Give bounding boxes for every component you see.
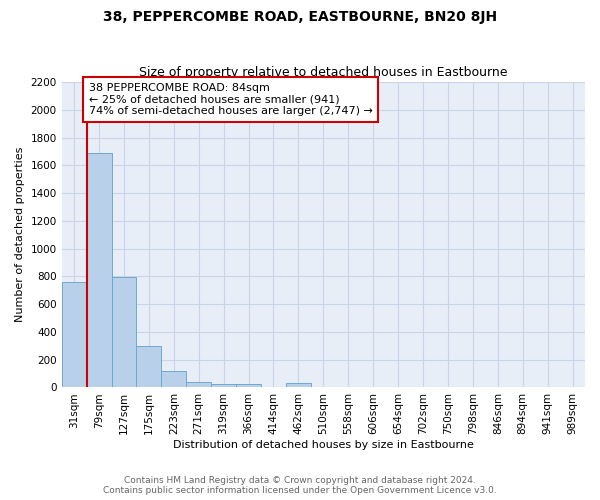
Text: 38, PEPPERCOMBE ROAD, EASTBOURNE, BN20 8JH: 38, PEPPERCOMBE ROAD, EASTBOURNE, BN20 8… [103,10,497,24]
Bar [186,382,211,388]
Title: Size of property relative to detached houses in Eastbourne: Size of property relative to detached ho… [139,66,508,80]
X-axis label: Distribution of detached houses by size in Eastbourne: Distribution of detached houses by size … [173,440,474,450]
Bar [286,384,311,388]
Bar [86,153,112,388]
Bar [62,282,86,388]
Y-axis label: Number of detached properties: Number of detached properties [15,147,25,322]
Bar [211,384,236,388]
Bar [161,371,186,388]
Text: 38 PEPPERCOMBE ROAD: 84sqm
← 25% of detached houses are smaller (941)
74% of sem: 38 PEPPERCOMBE ROAD: 84sqm ← 25% of deta… [89,82,373,116]
Text: Contains HM Land Registry data © Crown copyright and database right 2024.
Contai: Contains HM Land Registry data © Crown c… [103,476,497,495]
Bar [112,277,136,388]
Bar [136,346,161,388]
Bar [236,384,261,388]
